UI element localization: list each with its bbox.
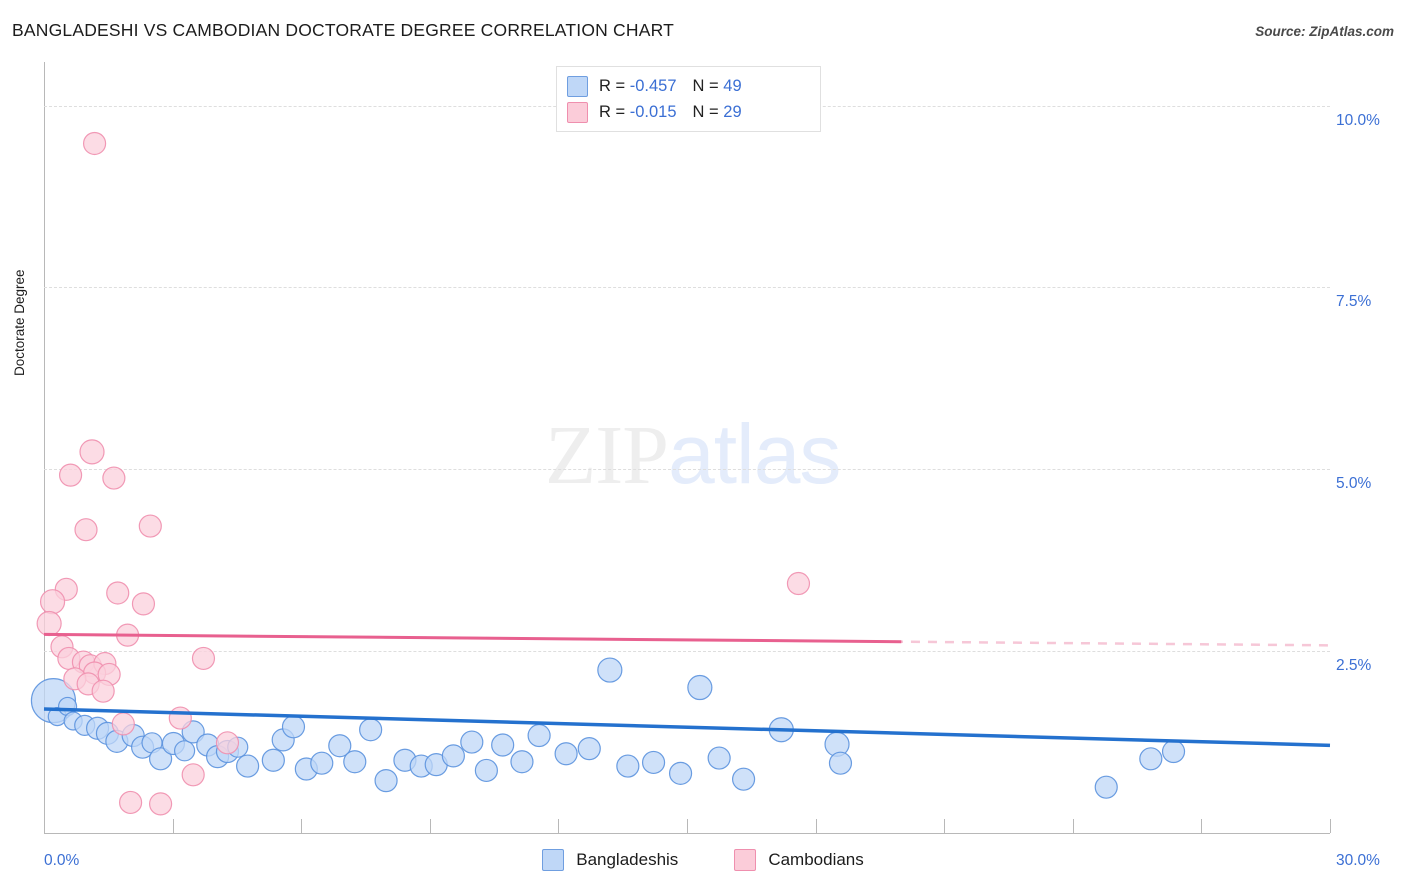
legend-swatch-pink-icon [567,101,588,123]
x-axis-tick [815,819,817,833]
r-value-blue: -0.457 [629,76,677,95]
x-axis-tick [44,819,45,833]
stats-text-cambodians: R = -0.015 N = 29 [599,103,742,122]
y-axis-line [44,62,45,833]
x-axis-tick [1201,819,1203,833]
n-value-blue: 49 [723,76,742,95]
series-legend: Bangladeshis Cambodians [0,849,1406,871]
legend-item-cambodians[interactable]: Cambodians [734,849,864,871]
gridline-y [44,651,1330,653]
stats-row-bangladeshis: R = -0.457 N = 49 [567,73,810,99]
source-label: Source: ZipAtlas.com [1255,24,1394,39]
stats-text-bangladeshis: R = -0.457 N = 49 [599,77,742,96]
x-axis-tick [1330,819,1331,833]
gridline-y [44,469,1330,471]
legend-item-bangladeshis[interactable]: Bangladeshis [542,849,678,871]
gridline-y [44,287,1330,289]
correlation-stats-legend: R = -0.457 N = 49 R = -0.015 N = 29 [556,66,821,132]
x-axis-tick [687,819,688,833]
x-axis-tick [558,819,560,833]
y-axis-tick-label: 2.5% [1336,657,1372,675]
y-axis-title: Doctorate Degree [12,269,27,376]
x-axis-tick [429,819,431,833]
x-axis-min-label: 0.0% [44,852,80,869]
r-prefix-blue: R = [599,76,630,95]
x-axis-line [44,833,1330,834]
n-prefix-blue: N = [692,76,724,95]
y-axis-tick-label: 10.0% [1336,111,1380,129]
plot-area [44,62,1331,833]
x-axis-tick [301,819,303,833]
legend-marker-cambodians-icon [734,849,757,871]
legend-marker-bangladeshis-icon [542,849,565,871]
page-title: BANGLADESHI VS CAMBODIAN DOCTORATE DEGRE… [12,20,674,40]
n-value-pink: 29 [723,102,742,121]
x-axis-max-label: 30.0% [1336,852,1380,869]
y-axis-tick-label: 7.5% [1336,293,1372,311]
legend-swatch-blue-icon [567,75,588,97]
x-axis-tick [1072,819,1074,833]
legend-label-bangladeshis: Bangladeshis [576,850,679,869]
stats-row-cambodians: R = -0.015 N = 29 [567,99,810,125]
x-axis-tick [172,819,174,833]
r-value-pink: -0.015 [629,102,677,121]
y-axis-tick-label: 5.0% [1336,475,1372,493]
n-prefix-pink: N = [692,102,724,121]
r-prefix-pink: R = [599,102,630,121]
x-axis-tick [944,819,946,833]
legend-label-cambodians: Cambodians [768,850,864,869]
